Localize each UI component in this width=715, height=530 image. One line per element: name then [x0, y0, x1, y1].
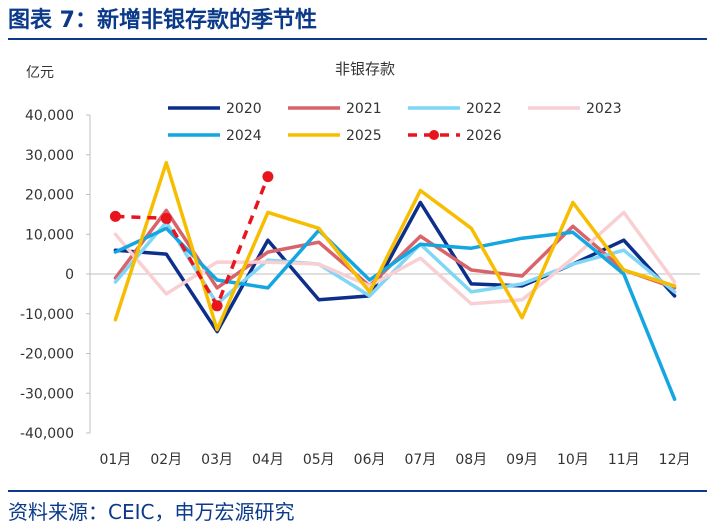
x-tick-label: 03月 [201, 452, 233, 468]
chart-title: 非银存款 [335, 60, 395, 78]
legend-label: 2020 [226, 101, 262, 117]
series-group [109, 160, 677, 401]
x-tick-label: 07月 [405, 452, 437, 468]
legend-label: 2025 [346, 128, 382, 144]
legend-label: 2026 [466, 128, 502, 144]
source-note: 资料来源：CEIC，申万宏源研究 [8, 500, 295, 524]
series-line-2024 [113, 226, 677, 401]
legend-item-2022: 2022 [408, 101, 502, 117]
figure-title: 图表 7：新增非银存款的季节性 [8, 8, 317, 33]
series-line-2025 [113, 160, 677, 332]
y-tick-label: 40,000 [25, 108, 74, 124]
y-tick-label: -30,000 [20, 386, 74, 402]
legend-item-2025: 2025 [288, 128, 382, 144]
y-tick-label: 30,000 [25, 148, 74, 164]
legend-item-2024: 2024 [168, 128, 262, 144]
y-tick-label: -40,000 [20, 426, 74, 442]
x-tick-label: 12月 [659, 452, 691, 468]
legend-marker [429, 130, 439, 140]
series-point-2026 [160, 212, 172, 224]
legend-label: 2021 [346, 101, 382, 117]
y-tick-label: 20,000 [25, 188, 74, 204]
y-tick-label: -20,000 [20, 347, 74, 363]
title-divider [8, 38, 707, 40]
footer-divider [8, 490, 707, 492]
legend-item-2020: 2020 [168, 101, 262, 117]
line-chart: 亿元 非银存款 -40,000 -30,000 -20,000 -10,000 0 10,… [20, 60, 700, 468]
series-line-2026 [115, 175, 270, 308]
chart-legend: 2020 2021 2022 2023 2024 2025 2026 [168, 101, 622, 144]
x-tick-label: 02月 [150, 452, 182, 468]
x-tick-label: 08月 [455, 452, 487, 468]
x-tick-label: 04月 [252, 452, 284, 468]
legend-label: 2022 [466, 101, 502, 117]
x-tick-label: 05月 [303, 452, 335, 468]
x-tick-label: 10月 [557, 452, 589, 468]
legend-item-2021: 2021 [288, 101, 382, 117]
y-axis-unit-label: 亿元 [26, 65, 54, 81]
series-line-2023 [113, 210, 677, 306]
legend-item-2023: 2023 [528, 101, 622, 117]
axes-group: -40,000 -30,000 -20,000 -10,000 0 10,000 20,00… [20, 108, 700, 468]
y-tick-label: 10,000 [25, 227, 74, 243]
series-point-2026 [109, 210, 121, 222]
legend-label: 2024 [226, 128, 262, 144]
x-tick-label: 11月 [608, 452, 640, 468]
series-point-2026 [211, 300, 223, 312]
legend-label: 2023 [586, 101, 622, 117]
legend-item-2026: 2026 [408, 128, 502, 144]
x-tick-label: 09月 [506, 452, 538, 468]
series-point-2026 [262, 171, 274, 183]
y-tick-label: -10,000 [20, 307, 74, 323]
x-tick-label: 06月 [354, 452, 386, 468]
x-tick-label: 01月 [100, 452, 132, 468]
y-tick-label: 0 [65, 267, 74, 283]
